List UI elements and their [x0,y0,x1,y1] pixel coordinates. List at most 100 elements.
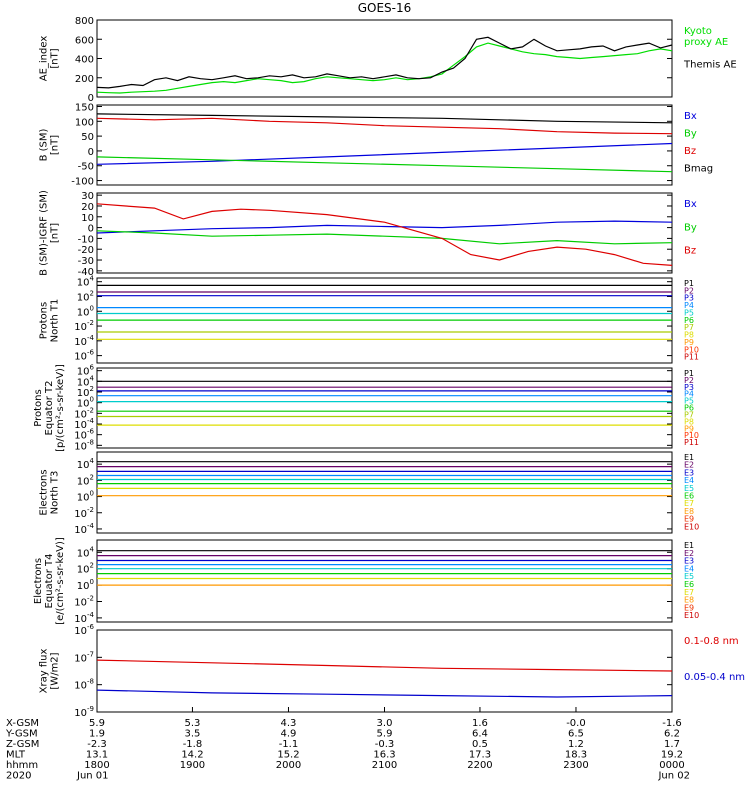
series-line-by [96,156,673,173]
x-axis-row-label: hhmm [6,760,38,771]
y-axis-label: [e/(cm²-s-sr-keV)] [55,537,66,625]
x-tick-label: 1.9 [89,729,105,740]
y-tick-label: 400 [75,55,94,66]
y-tick-label: 50 [81,132,94,143]
legend-entry: E4 [684,564,694,573]
y-tick-label: 20 [81,202,94,213]
x-tick-label: 1.6 [472,718,488,729]
series-line-bz [96,117,673,135]
legend-entry: P7 [684,323,694,332]
y-tick-label: 10-2 [74,319,94,333]
legend-entry: P8 [684,331,694,340]
y-tick-label: 0 [88,147,94,158]
legend-entry: P1 [684,279,694,288]
legend-entry: E7 [684,499,694,508]
x-tick-label: 3.0 [377,718,393,729]
legend-entry: Kyoto [684,26,712,37]
y-tick-label: 104 [77,545,95,559]
x-tick-label: -1.6 [662,718,682,729]
y-axis-label: [nT] [50,48,61,68]
legend-entry: E6 [684,580,694,589]
y-axis-label: [nT] [50,223,61,243]
legend-entry: Bmag [684,164,713,175]
legend-entry: P8 [684,417,694,426]
x-axis-row-label: Y-GSM [5,729,38,740]
legend-entry: E8 [684,507,694,516]
x-tick-label: 4.3 [281,718,297,729]
y-axis-label: AE_index [39,36,50,82]
x-tick-label: 2200 [467,760,492,771]
legend-entry: P6 [684,404,694,413]
legend-entry: E4 [684,476,694,485]
y-tick-label: -50 [78,162,94,173]
y-tick-label: 0 [88,93,94,104]
series-line-0-05-0-4-nm [96,689,673,698]
x-tick-label: 15.2 [277,750,299,761]
legend-entry: 0.1-0.8 nm [684,636,739,647]
y-tick-label: 10-2 [74,595,94,609]
x-tick-label: -0.3 [375,739,395,750]
series-line-bmag [96,113,673,124]
legend-entry: E1 [684,453,694,462]
legend-entry: P4 [684,390,694,399]
legend-entry: P9 [684,338,694,347]
x-tick-label: Jun 02 [657,771,690,782]
x-tick-label: -0.0 [566,718,586,729]
panel-frame-5 [96,367,673,449]
x-tick-label: 5.9 [89,718,105,729]
y-tick-label: 200 [75,74,94,85]
y-axis-label: [nT] [50,135,61,155]
y-axis-label: Electrons [33,558,44,604]
series-line-kyoto-proxy-ae [96,42,673,94]
legend-entry: E10 [684,522,699,531]
legend-entry: P1 [684,369,694,378]
x-axis-row-label: MLT [6,750,26,761]
legend-entry: proxy AE [684,37,728,48]
legend-entry: P9 [684,424,694,433]
x-tick-label: 5.3 [184,718,200,729]
x-tick-label: 0.5 [472,739,488,750]
y-axis-label: [p/(cm²-s-sr-keV)] [55,364,66,452]
legend-entry: E7 [684,588,694,597]
y-axis-label: Electrons [39,469,50,515]
x-axis-row-label: Z-GSM [6,739,39,750]
x-tick-label: 2000 [276,760,301,771]
panel-frame-8 [96,629,673,713]
x-tick-label: 17.3 [469,750,491,761]
y-tick-label: -100 [71,177,94,188]
y-tick-label: 100 [77,490,94,504]
legend-entry: P6 [684,316,694,325]
legend-entry: P3 [684,294,694,303]
x-tick-label: 2300 [563,760,588,771]
legend-entry: P5 [684,397,694,406]
y-tick-label: -10 [78,234,94,245]
legend-entry: P11 [684,438,699,447]
legend-entry: E10 [684,611,699,620]
x-tick-label: Jun 01 [76,771,109,782]
legend-entry: E3 [684,468,694,477]
x-tick-label: 1.2 [568,739,584,750]
y-tick-label: 100 [77,304,94,318]
legend-entry: P10 [684,431,699,440]
y-tick-label: 10-4 [74,522,94,536]
y-tick-label: 10-6 [74,623,94,637]
legend-entry: Themis AE [683,60,737,71]
legend-entry: Bz [684,146,696,157]
y-tick-label: 104 [77,275,95,289]
x-tick-label: 13.1 [86,750,108,761]
y-tick-label: -20 [78,245,94,256]
x-tick-label: 3.5 [184,729,200,740]
legend-entry: Bx [684,111,697,122]
legend-entry: E9 [684,515,694,524]
y-axis-label: B (SM) [39,128,50,161]
x-tick-label: 16.3 [373,750,395,761]
legend-entry: P2 [684,376,694,385]
x-tick-label: 1900 [180,760,205,771]
x-tick-label: -1.8 [183,739,203,750]
legend-entry: E9 [684,603,694,612]
y-tick-label: 100 [77,578,94,592]
legend-entry: E3 [684,557,694,566]
x-tick-label: 6.2 [664,729,680,740]
y-axis-label: Xray flux [39,649,50,694]
